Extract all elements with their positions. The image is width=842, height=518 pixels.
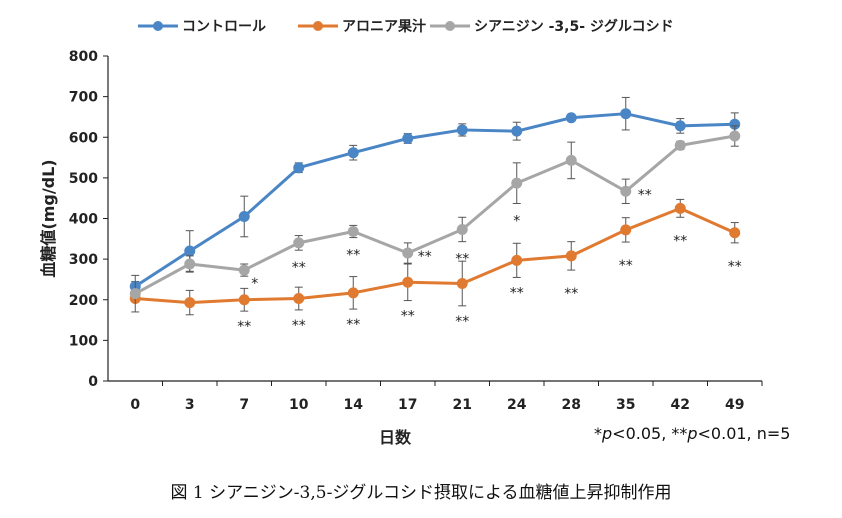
y-tick-label: 600	[69, 130, 98, 146]
y-tick-label: 400	[69, 212, 98, 228]
x-axis-title: 日数	[379, 428, 412, 447]
data-point-2	[402, 247, 414, 259]
significance-mark: **	[455, 252, 469, 268]
data-point-0	[674, 120, 686, 132]
significance-mark: **	[292, 260, 306, 276]
significance-mark: **	[619, 258, 633, 274]
data-point-1	[238, 294, 250, 306]
y-tick-label: 300	[69, 252, 98, 268]
sig-note-star1: *	[594, 424, 602, 443]
y-tick-label: 200	[69, 293, 98, 309]
y-axis-title: 血糖値(mg/dL)	[39, 159, 58, 277]
legend-label: アロニア果汁	[342, 18, 426, 35]
data-point-1	[511, 254, 523, 266]
data-point-1	[456, 278, 468, 289]
data-point-0	[565, 112, 577, 124]
legend-label: シアニジン -3,5- ジグルコシド	[474, 18, 674, 35]
significance-mark: **	[564, 286, 578, 302]
legend-swatch-marker	[313, 21, 323, 31]
sig-note-rest2: <0.01, n=5	[697, 424, 791, 443]
sig-note-star2: **	[671, 424, 688, 443]
x-tick-label: 14	[344, 397, 364, 413]
x-tick-label: 49	[725, 397, 744, 413]
x-tick-label: 3	[185, 397, 195, 413]
significance-mark: **	[673, 233, 687, 249]
significance-mark: **	[728, 259, 742, 275]
data-point-1	[293, 293, 305, 305]
x-tick-label: 35	[616, 397, 635, 413]
significance-mark: **	[292, 318, 306, 334]
data-point-0	[402, 132, 414, 144]
data-point-2	[565, 154, 577, 166]
data-point-2	[620, 185, 632, 197]
significance-mark: *	[251, 276, 258, 292]
data-point-1	[565, 250, 577, 262]
significance-mark: **	[237, 319, 251, 335]
y-tick-label: 500	[69, 171, 98, 187]
data-point-2	[293, 237, 305, 249]
data-point-2	[511, 177, 523, 189]
y-tick-label: 700	[69, 90, 98, 106]
data-point-0	[184, 245, 196, 257]
data-point-0	[511, 125, 523, 137]
data-point-2	[729, 130, 741, 142]
x-tick-label: 0	[130, 397, 140, 413]
significance-mark: **	[510, 285, 524, 301]
significance-mark: **	[346, 248, 360, 264]
figure-caption: 図 1 シアニジン-3,5-ジグルコシド摂取による血糖値上昇抑制作用	[170, 483, 672, 503]
sig-note-rest1: <0.05,	[612, 424, 672, 443]
legend-label: コントロール	[182, 19, 266, 35]
x-tick-label: 42	[671, 397, 690, 413]
y-tick-label: 100	[69, 333, 98, 349]
y-tick-label: 0	[88, 374, 98, 390]
chart: 0 100 200 300 400 500 600 700 800 0 3 7 10 14 17 21 24 28…	[39, 18, 763, 447]
x-tick-label: 7	[239, 397, 249, 413]
data-point-2	[347, 226, 359, 237]
significance-mark: **	[346, 317, 360, 333]
data-point-1	[402, 276, 414, 288]
data-point-0	[347, 147, 359, 159]
data-point-0	[293, 162, 305, 174]
x-tick-label: 28	[562, 397, 581, 413]
sig-note-p1: p	[602, 424, 613, 443]
significance-note: *p<0.05, **p<0.01, n=5	[594, 424, 790, 443]
data-point-0	[620, 108, 632, 120]
series-line-0	[134, 112, 735, 288]
significance-mark: *	[513, 213, 520, 229]
significance-mark: **	[638, 187, 652, 203]
y-tick-label: 800	[69, 49, 98, 65]
data-point-0	[238, 210, 250, 222]
data-point-2	[129, 288, 141, 300]
legend-swatch-marker	[445, 21, 455, 31]
x-tick-label: 24	[507, 397, 527, 413]
legend-swatch-marker	[153, 21, 163, 31]
data-point-2	[456, 223, 468, 235]
x-tick-label: 21	[453, 397, 472, 413]
data-point-2	[238, 264, 250, 276]
data-point-1	[184, 297, 196, 309]
significance-mark: **	[455, 314, 469, 330]
x-tick-label: 17	[398, 397, 417, 413]
data-point-1	[729, 227, 741, 239]
data-point-0	[456, 124, 468, 136]
x-tick-label: 10	[289, 397, 309, 413]
series-line-1	[135, 206, 736, 305]
data-point-2	[674, 139, 686, 151]
data-point-2	[184, 258, 196, 270]
significance-mark: **	[401, 309, 415, 325]
significance-mark: **	[418, 249, 432, 265]
data-point-1	[620, 224, 632, 236]
sig-note-p2: p	[687, 424, 698, 443]
data-point-1	[674, 202, 686, 214]
data-point-1	[347, 287, 359, 299]
series-line-2	[134, 134, 736, 295]
